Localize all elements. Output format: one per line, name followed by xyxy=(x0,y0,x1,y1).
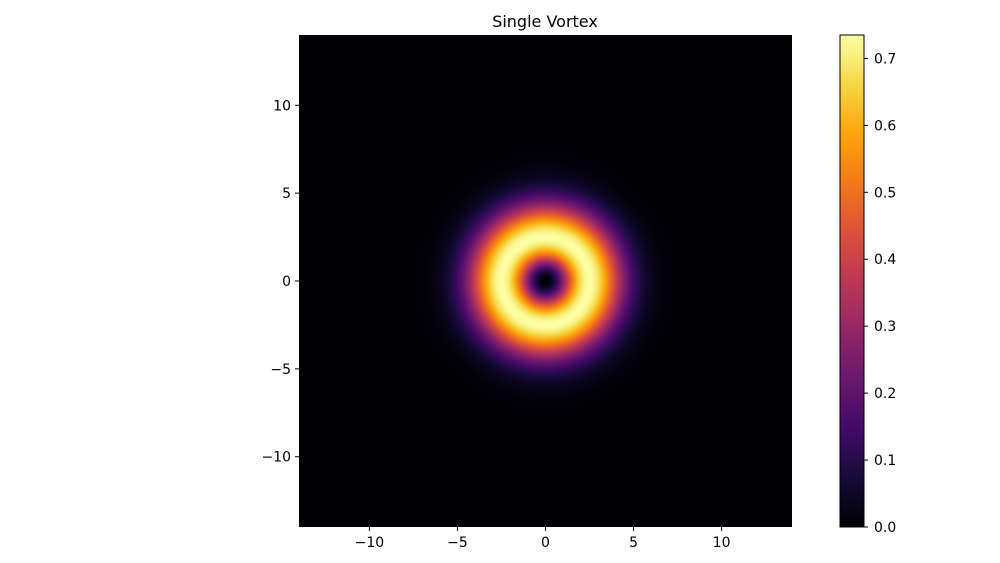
x-tick-label: −10 xyxy=(355,535,385,551)
x-tick-label: −5 xyxy=(447,535,468,551)
x-tick-label: 0 xyxy=(541,535,550,551)
colorbar-tick-label: 0.2 xyxy=(874,386,896,402)
colorbar-tick-label: 0.1 xyxy=(874,453,896,469)
colorbar-tick-label: 0.6 xyxy=(874,118,896,134)
colorbar-tick-label: 0.5 xyxy=(874,185,896,201)
chart-title: Single Vortex xyxy=(492,12,598,31)
x-tick-label: 10 xyxy=(713,535,731,551)
plot-area xyxy=(299,35,792,527)
y-tick-label: 0 xyxy=(282,274,291,290)
colorbar-gradient xyxy=(840,35,864,527)
y-tick-label: −5 xyxy=(270,362,291,378)
y-tick-label: −10 xyxy=(261,450,291,466)
colorbar xyxy=(839,34,865,528)
x-axis: −10 −5 0 5 10 xyxy=(355,527,731,551)
y-tick-label: 5 xyxy=(282,186,291,202)
colorbar-tick-label: 0.4 xyxy=(874,252,896,268)
colorbar-frame xyxy=(839,34,865,528)
heatmap-image xyxy=(299,35,792,527)
y-axis: −10 −5 0 5 10 xyxy=(261,98,299,466)
colorbar-tick-label: 0.7 xyxy=(874,51,896,67)
colorbar-tick-label: 0.0 xyxy=(874,520,896,536)
x-tick-label: 5 xyxy=(629,535,638,551)
y-tick-label: 10 xyxy=(273,98,291,114)
colorbar-axis: 0.0 0.1 0.2 0.3 0.4 0.5 0.6 0.7 xyxy=(864,51,896,536)
colorbar-tick-label: 0.3 xyxy=(874,319,896,335)
